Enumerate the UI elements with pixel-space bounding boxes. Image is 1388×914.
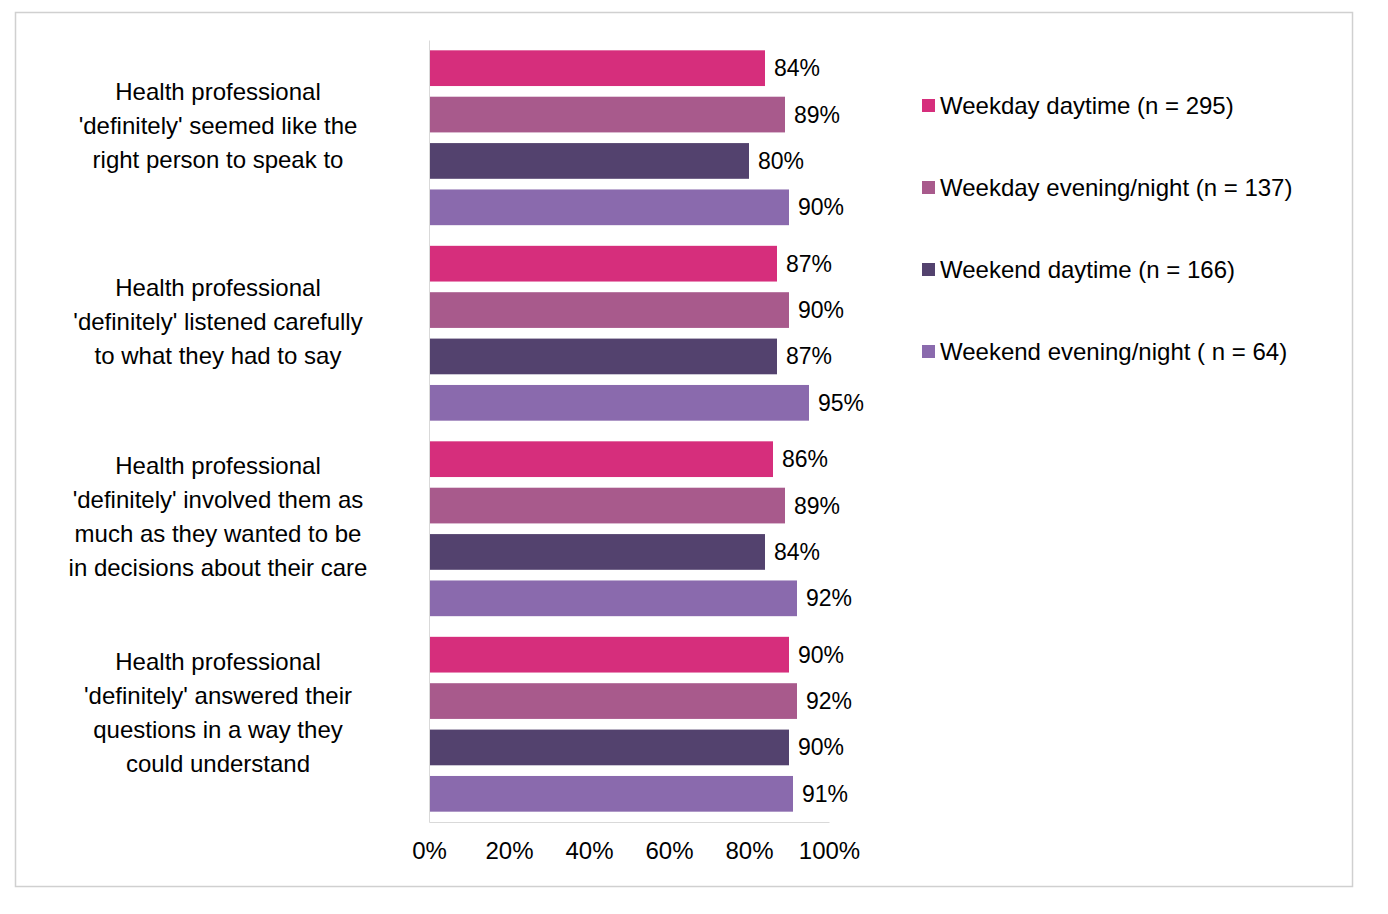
bar (429, 339, 777, 375)
category-labels: Health professional 'definitely' seemed l… (69, 78, 368, 777)
bar (429, 97, 785, 133)
tick-label: 60% (645, 837, 693, 864)
category-label-line: could understand (126, 750, 310, 777)
category-label-line: Health professional (115, 274, 320, 301)
x-axis: 0% 20% 40% 60% 80% 100% (412, 822, 860, 864)
category-label-line: questions in a way they (93, 716, 342, 743)
tick: 60% (645, 822, 693, 864)
category-label: Health professional 'definitely' involved… (69, 452, 368, 581)
category-label: Health professional 'definitely' listened… (73, 274, 362, 369)
tick: 100% (799, 822, 860, 864)
bar (429, 683, 797, 719)
legend-label: Weekend daytime (n = 166) (940, 256, 1235, 283)
data-label: 91% (802, 781, 848, 807)
tick-label: 0% (412, 837, 447, 864)
data-label: 86% (782, 446, 828, 472)
legend-swatch (922, 181, 935, 194)
data-label: 80% (758, 148, 804, 174)
category-label: Health professional 'definitely' seemed l… (79, 78, 358, 173)
bar (429, 534, 765, 570)
category-label-line: Health professional (115, 78, 320, 105)
frame (16, 13, 1353, 887)
category-label-line: 'definitely' listened carefully (73, 308, 362, 335)
bar (429, 189, 789, 225)
legend: Weekday daytime (n = 295) Weekday evening… (922, 92, 1292, 365)
tick-label: 80% (725, 837, 773, 864)
data-label: 84% (774, 539, 820, 565)
category-label-line: 'definitely' seemed like the (79, 112, 358, 139)
bar (429, 441, 773, 477)
data-label: 90% (798, 297, 844, 323)
data-label: 95% (818, 390, 864, 416)
bar (429, 488, 785, 524)
tick: 40% (565, 822, 613, 864)
chart: 84% 87% 86% 90% 89% 90% 89% 92% 80% 87% 84% 90% 90% 9… (0, 0, 1388, 914)
data-label: 92% (806, 585, 852, 611)
tick: 0% (412, 822, 447, 864)
bar (429, 292, 789, 328)
data-label: 87% (786, 343, 832, 369)
data-label: 89% (794, 102, 840, 128)
data-label: 90% (798, 734, 844, 760)
legend-label: Weekend evening/night ( n = 64) (940, 338, 1287, 365)
category-label-line: Health professional (115, 452, 320, 479)
legend-swatch (922, 99, 935, 112)
bar (429, 50, 765, 86)
bar (429, 385, 809, 421)
data-labels: 84% 87% 86% 90% 89% 90% 89% 92% 80% 87% 84% 90% 90% 9… (758, 55, 864, 807)
tick: 20% (485, 822, 533, 864)
category-label-line: 'definitely' involved them as (73, 486, 364, 513)
category-label-line: much as they wanted to be (75, 520, 362, 547)
tick-label: 40% (565, 837, 613, 864)
tick-label: 20% (485, 837, 533, 864)
data-label: 92% (806, 688, 852, 714)
axis-line (429, 41, 430, 823)
bars (429, 50, 809, 811)
bar (429, 730, 789, 766)
category-label-line: in decisions about their care (69, 554, 368, 581)
data-label: 84% (774, 55, 820, 81)
bar (429, 776, 793, 812)
y-axis (429, 41, 431, 823)
bar (429, 143, 749, 179)
bar (429, 246, 777, 282)
tick-label: 100% (799, 837, 860, 864)
legend-label: Weekday evening/night (n = 137) (940, 174, 1292, 201)
category-label-line: Health professional (115, 648, 320, 675)
data-label: 89% (794, 493, 840, 519)
legend-label: Weekday daytime (n = 295) (940, 92, 1234, 119)
bar (429, 637, 789, 673)
legend-swatch (922, 345, 935, 358)
category-label-line: to what they had to say (95, 342, 342, 369)
category-label-line: 'definitely' answered their (84, 682, 352, 709)
tick: 80% (725, 822, 773, 864)
legend-swatch (922, 263, 935, 276)
data-label: 90% (798, 194, 844, 220)
axis-line (430, 822, 830, 823)
category-label: Health professional 'definitely' answered… (84, 648, 352, 777)
category-label-line: right person to speak to (93, 146, 344, 173)
bar (429, 580, 797, 616)
data-label: 87% (786, 251, 832, 277)
data-label: 90% (798, 642, 844, 668)
